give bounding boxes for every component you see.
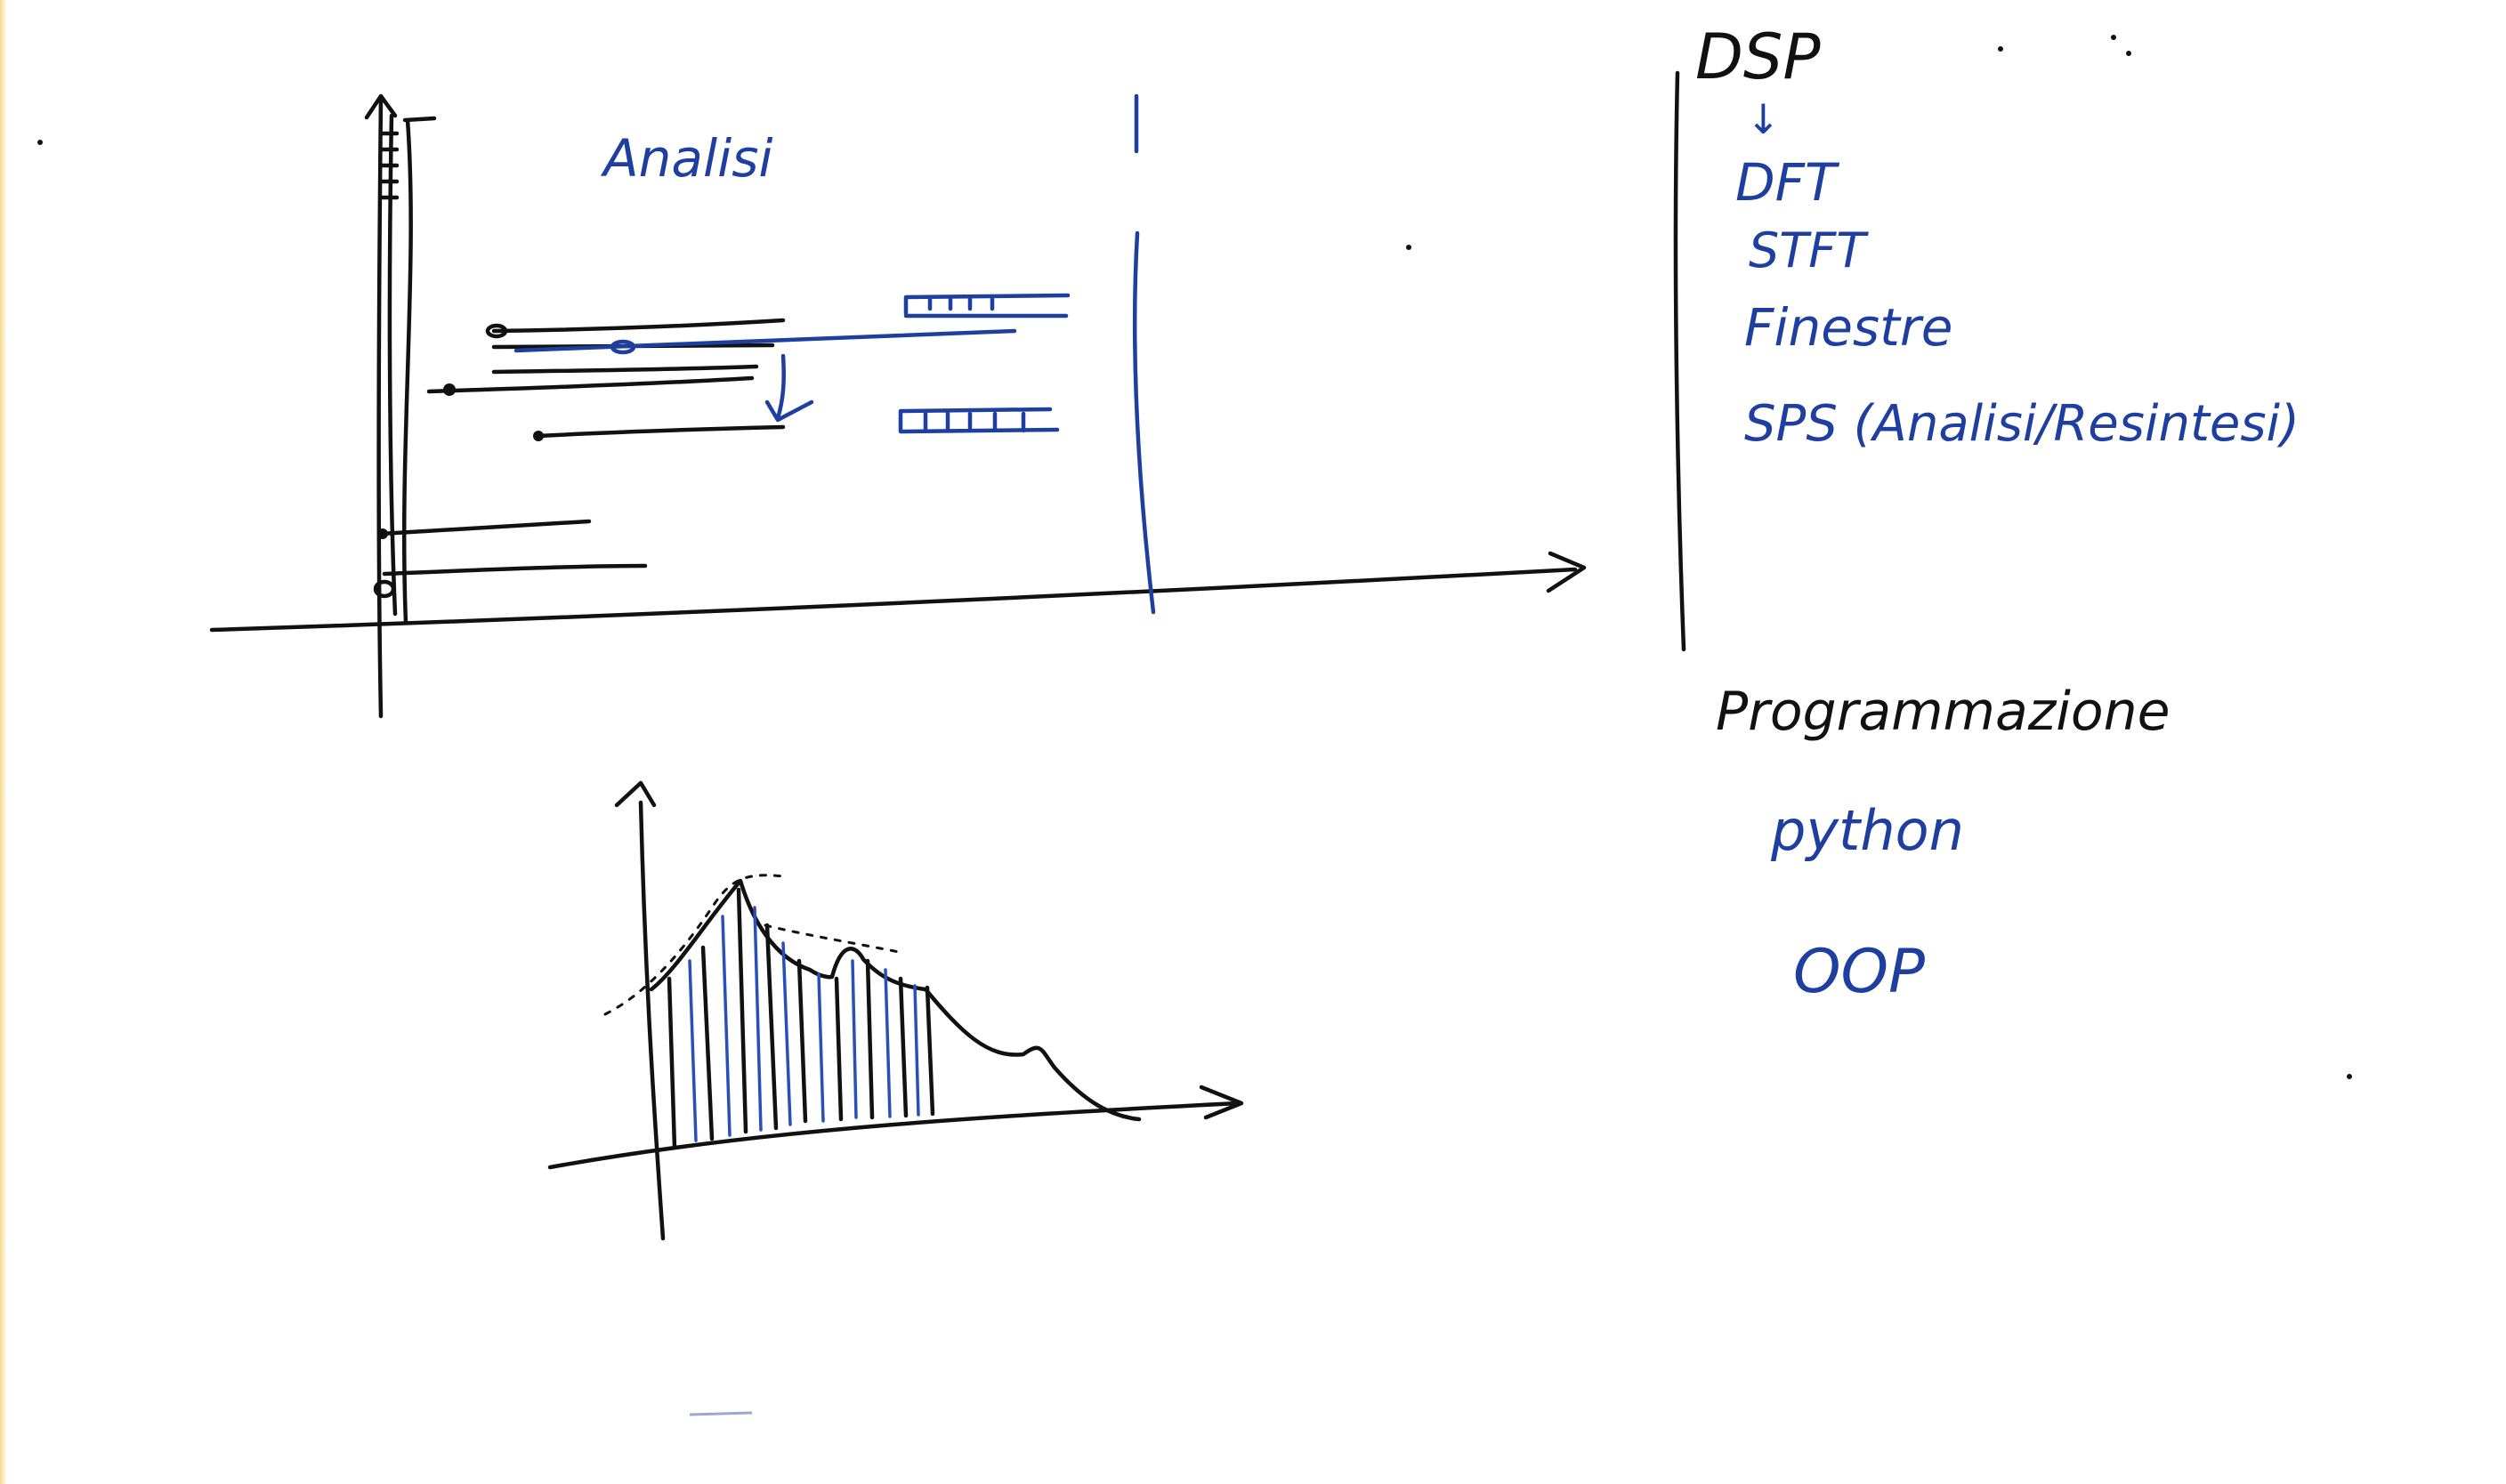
notes: DSP ↓ DFT STFT Finestre SPS (Analisi/Res… [1695, 20, 2300, 1007]
top-y-axis [376, 95, 384, 719]
track-1 [491, 318, 786, 334]
spectral-lines-black [667, 887, 935, 1150]
track-blue [513, 328, 1017, 353]
bottom-sketch [547, 780, 1244, 1241]
down-arrow-blue [775, 353, 786, 421]
blue-vertical-line [1132, 93, 1156, 615]
track-5-start [533, 431, 544, 441]
note-dft: DFT [1735, 152, 1840, 213]
bottom-y-axis-arrow [614, 780, 657, 808]
track-6 [378, 519, 592, 536]
note-arrow-down: ↓ [1746, 95, 1781, 143]
track-7 [382, 563, 648, 577]
track-3 [491, 364, 759, 375]
note-python: python [1770, 798, 1964, 863]
top-x-axis-arrow [1546, 551, 1587, 593]
note-oop: OOP [1793, 937, 1925, 1007]
note-sps: SPS (Analisi/Resintesi) [1744, 395, 2300, 453]
top-x-axis [209, 567, 1578, 633]
spectrum-dotted-envelope [603, 874, 901, 1016]
stray-marks [37, 35, 2352, 1416]
track-blue-mark [610, 339, 636, 355]
top-axis-ticks [380, 131, 400, 200]
down-arrow-blue-head [764, 399, 814, 423]
note-stft: STFT [1749, 222, 1869, 278]
divider-line [1673, 70, 1686, 652]
top-y-axis-arrow [364, 93, 398, 120]
top-axis-rail [387, 113, 398, 617]
track-5 [536, 424, 786, 439]
spectrum-envelope [649, 878, 1142, 1122]
track-1-start [485, 323, 508, 339]
label-analisi: Analisi [600, 128, 773, 189]
note-programmazione: Programmazione [1716, 681, 2171, 743]
track-6-start [377, 528, 388, 539]
comb-box-1 [903, 293, 1071, 319]
top-sketch [209, 93, 1587, 719]
bottom-y-axis [638, 800, 666, 1241]
top-origin-mark [373, 579, 396, 599]
bottom-x-axis-arrow [1199, 1085, 1244, 1120]
track-4 [426, 375, 755, 394]
note-finestre: Finestre [1744, 297, 1952, 358]
top-axis-rail-2 [401, 117, 413, 625]
board-edge [0, 0, 7, 1484]
spectral-lines-blue [688, 906, 920, 1142]
bottom-x-axis [547, 1101, 1240, 1170]
top-axis-cap [402, 116, 437, 123]
note-dsp: DSP [1695, 20, 1821, 93]
comb-box-2 [898, 407, 1060, 434]
track-4-start [443, 383, 456, 396]
